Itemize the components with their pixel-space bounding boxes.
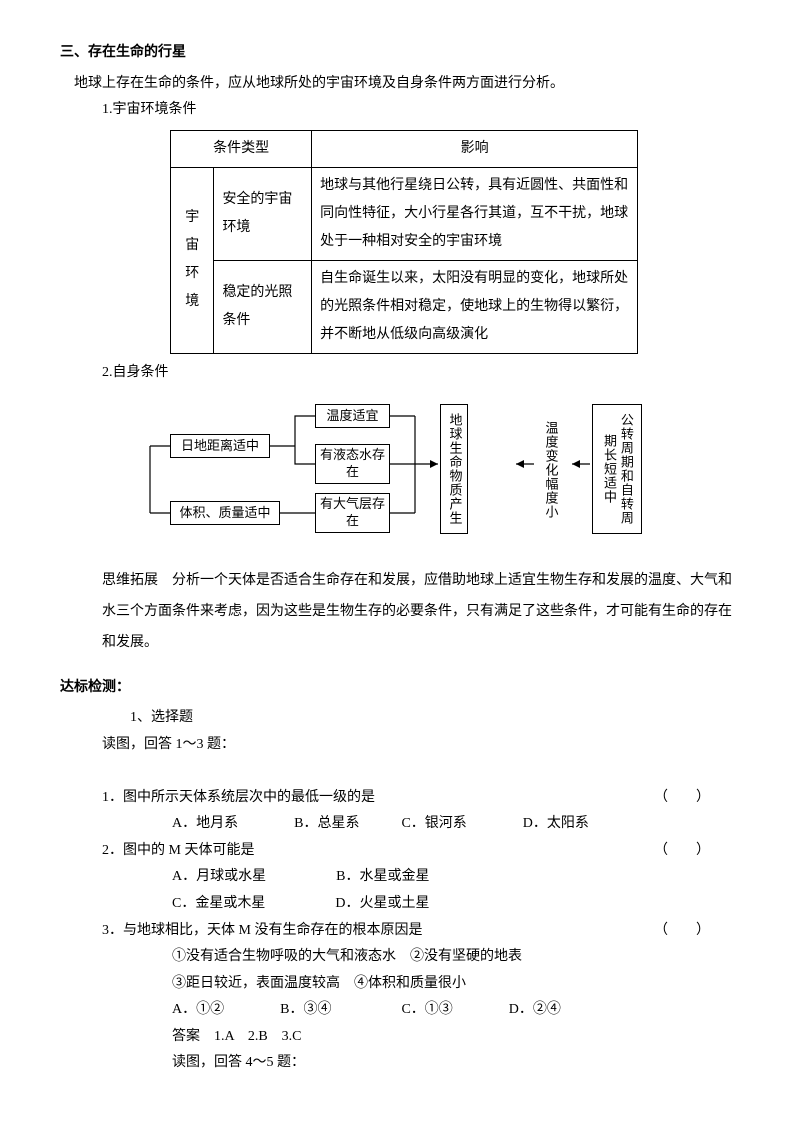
q2-paren: （ ） — [654, 838, 710, 865]
q2: 2．图中的 M 天体可能是 （ ） — [60, 838, 740, 865]
subhead-1: 1.宇宙环境条件 — [60, 97, 740, 124]
q3-line1: ①没有适合生物呼吸的大气和液态水 ②没有坚硬的地表 — [60, 944, 740, 971]
box-rotation: 公转周期和自转周期长短适中 — [592, 404, 642, 534]
q1-text: 1．图中所示天体系统层次中的最低一级的是 — [102, 790, 375, 805]
q3-options: A．①② B．③④ C．①③ D．②④ — [60, 997, 740, 1024]
r1c1: 安全的宇宙环境 — [214, 167, 312, 260]
q1-paren: （ ） — [654, 785, 710, 812]
thinking-expansion: 思维拓展 分析一个天体是否适合生命存在和发展，应借助地球上适宜生物生存和发展的温… — [102, 566, 740, 658]
box-liquid-water: 有液态水存在 — [315, 444, 390, 484]
q3-paren: （ ） — [654, 918, 710, 945]
r1c2: 地球与其他行星绕日公转，具有近圆性、共面性和同向性特征，大小行星各行其道，互不干… — [312, 167, 638, 260]
test-heading: 达标检测： — [60, 675, 740, 702]
q1-options: A．地月系 B．总星系 C．银河系 D．太阳系 — [60, 811, 740, 838]
q3-line2: ③距日较近，表面温度较高 ④体积和质量很小 — [60, 971, 740, 998]
answers: 答案 1.A 2.B 3.C — [60, 1024, 740, 1051]
conditions-table-wrap: 条件类型 影响 宇宙环境 安全的宇宙环境 地球与其他行星绕日公转，具有近圆性、共… — [170, 130, 740, 354]
r2c2: 自生命诞生以来，太阳没有明显的变化，地球所处的光照条件相对稳定，使地球上的生物得… — [312, 260, 638, 353]
self-condition-diagram: 日地距离适中 体积、质量适中 温度适宜 有液态水存在 有大气层存在 地球生命物质… — [140, 396, 700, 556]
box-life: 地球生命物质产生 — [440, 404, 468, 534]
read-instruction-1: 读图，回答 1～3 题： — [60, 732, 740, 759]
conditions-table: 条件类型 影响 宇宙环境 安全的宇宙环境 地球与其他行星绕日公转，具有近圆性、共… — [170, 130, 638, 354]
intro-text: 地球上存在生命的条件，应从地球所处的宇宙环境及自身条件两方面进行分析。 — [60, 71, 740, 98]
box-volume-mass: 体积、质量适中 — [170, 501, 280, 525]
read-instruction-2: 读图，回答 4～5 题： — [60, 1050, 740, 1077]
mc-heading: 1、选择题 — [60, 705, 740, 732]
q3-text: 3．与地球相比，天体 M 没有生命存在的根本原因是 — [102, 923, 422, 938]
box-temp-change: 温度变化幅度小 — [536, 412, 564, 527]
section-title: 三、存在生命的行星 — [60, 40, 740, 67]
box-distance: 日地距离适中 — [170, 434, 270, 458]
q2-text: 2．图中的 M 天体可能是 — [102, 843, 254, 858]
subhead-2: 2.自身条件 — [60, 360, 740, 387]
th-type: 条件类型 — [171, 130, 312, 167]
r2c1: 稳定的光照条件 — [214, 260, 312, 353]
box-temperature: 温度适宜 — [315, 404, 390, 428]
q3: 3．与地球相比，天体 M 没有生命存在的根本原因是 （ ） — [60, 918, 740, 945]
box-atmosphere: 有大气层存在 — [315, 493, 390, 533]
q1: 1．图中所示天体系统层次中的最低一级的是 （ ） — [60, 785, 740, 812]
rowgroup-label: 宇宙环境 — [171, 167, 214, 353]
q2-options-b: C．金星或木星 D．火星或土星 — [60, 891, 740, 918]
q2-options-a: A．月球或水星 B．水星或金星 — [60, 864, 740, 891]
th-effect: 影响 — [312, 130, 638, 167]
